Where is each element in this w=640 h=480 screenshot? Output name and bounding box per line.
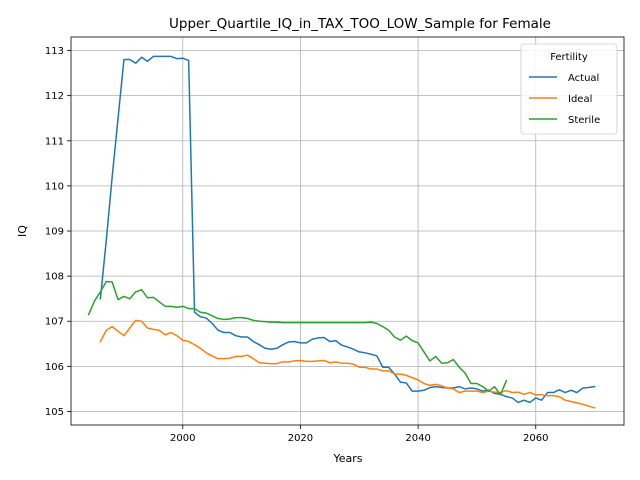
legend-title: Fertility — [550, 52, 588, 63]
y-tick-label: 107 — [45, 317, 64, 328]
legend-label-sterile: Sterile — [568, 115, 600, 126]
x-axis-label: Years — [332, 452, 362, 465]
y-tick-label: 110 — [45, 181, 64, 192]
y-tick-label: 108 — [45, 272, 64, 283]
y-tick-label: 109 — [45, 227, 64, 238]
grid-lines — [71, 37, 624, 425]
legend-label-actual: Actual — [568, 73, 599, 84]
series-line-sterile — [87, 280, 508, 396]
y-tick-label: 105 — [45, 407, 64, 418]
legend: Fertility Actual Ideal Sterile — [520, 43, 618, 135]
x-tick-label: 2020 — [288, 433, 313, 444]
y-tick-label: 106 — [45, 362, 64, 373]
series-line-actual — [99, 55, 596, 404]
series-lines — [87, 55, 596, 409]
x-tick-label: 2000 — [170, 433, 195, 444]
chart-title: Upper_Quartile_IQ_in_TAX_TOO_LOW_Sample … — [169, 16, 551, 32]
legend-label-ideal: Ideal — [568, 94, 592, 105]
legend-entry-ideal: Ideal — [529, 94, 592, 105]
legend-entry-sterile: Sterile — [529, 115, 600, 126]
y-axis-label: IQ — [16, 225, 29, 237]
legend-entry-actual: Actual — [529, 73, 599, 84]
y-tick-label: 112 — [45, 91, 64, 102]
axis-ticks: 2000 2020 2040 2060 105 106 107 108 109 110 111 112… — [45, 46, 549, 444]
x-tick-label: 2060 — [523, 433, 548, 444]
legend-box — [520, 43, 618, 135]
x-tick-label: 2040 — [405, 433, 430, 444]
series-line-ideal — [99, 319, 596, 409]
y-tick-label: 113 — [45, 46, 64, 57]
y-tick-label: 111 — [45, 136, 64, 147]
